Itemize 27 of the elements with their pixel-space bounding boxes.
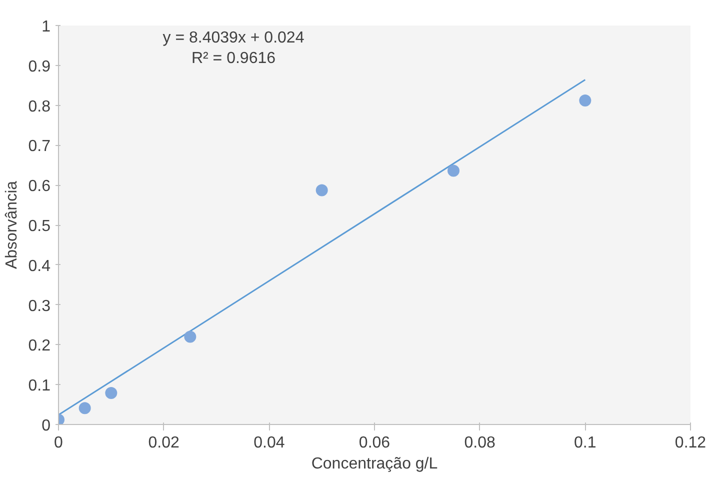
y-tick-label: 0.6	[28, 178, 51, 196]
y-tick-label: 0.3	[28, 298, 51, 315]
y-tick-label: 0.5	[28, 218, 51, 235]
x-tick-label: 0.08	[464, 434, 496, 452]
point	[184, 330, 196, 343]
y-tick-label: 0.1	[28, 378, 51, 395]
y-tick-label: 0.8	[28, 98, 51, 116]
x-axis-title: Concentração g/L	[311, 456, 438, 472]
y-tick-label: 1	[42, 18, 51, 36]
y-tick-label: 0	[42, 418, 51, 434]
point	[316, 184, 328, 196]
annotation: y = 8.4039x + 0.024 R² = 0.9616	[162, 30, 304, 67]
x-tick-label: 0.1	[574, 434, 596, 452]
x-tick-label: 0.06	[358, 434, 390, 452]
y-axis-title: Absorvância	[3, 180, 20, 270]
y-tick-label: 0.9	[28, 58, 51, 76]
x-tick-label: 0.02	[148, 434, 180, 452]
x-tick-label: 0.04	[254, 434, 285, 452]
y-tick-label: 0.4	[28, 258, 51, 275]
y-tick-label: 0.2	[28, 338, 51, 355]
point	[579, 94, 592, 106]
point	[105, 386, 118, 399]
point	[78, 402, 91, 414]
x-tick-label: 0.12	[674, 434, 706, 452]
y-tick-label: 0.7	[28, 138, 51, 156]
x-tick-label: 0	[54, 434, 64, 452]
point	[448, 164, 460, 177]
